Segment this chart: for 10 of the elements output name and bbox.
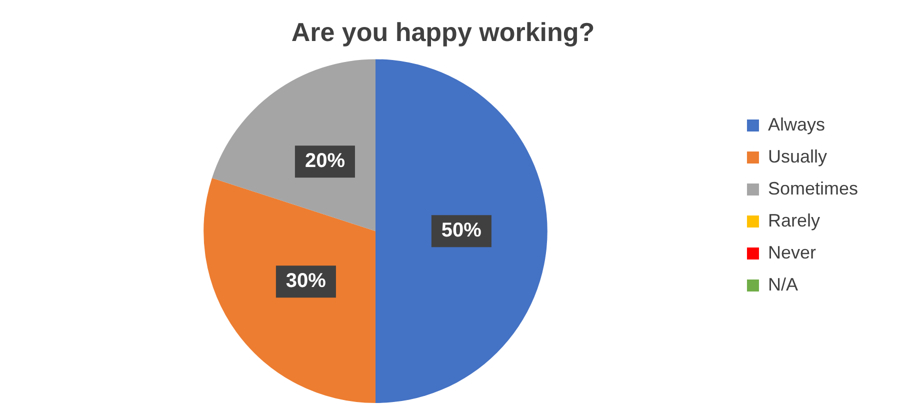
legend-label: Rarely [768,210,820,230]
data-label: 20% [304,150,346,172]
legend-label: Always [768,114,825,134]
legend-label: Usually [768,146,828,166]
legend-label: Never [768,242,816,262]
legend-label: N/A [768,274,798,294]
legend-label: Sometimes [768,178,858,198]
chart-title: Are you happy working? [291,16,595,47]
data-label: 50% [441,220,482,242]
data-label: 30% [286,270,326,292]
